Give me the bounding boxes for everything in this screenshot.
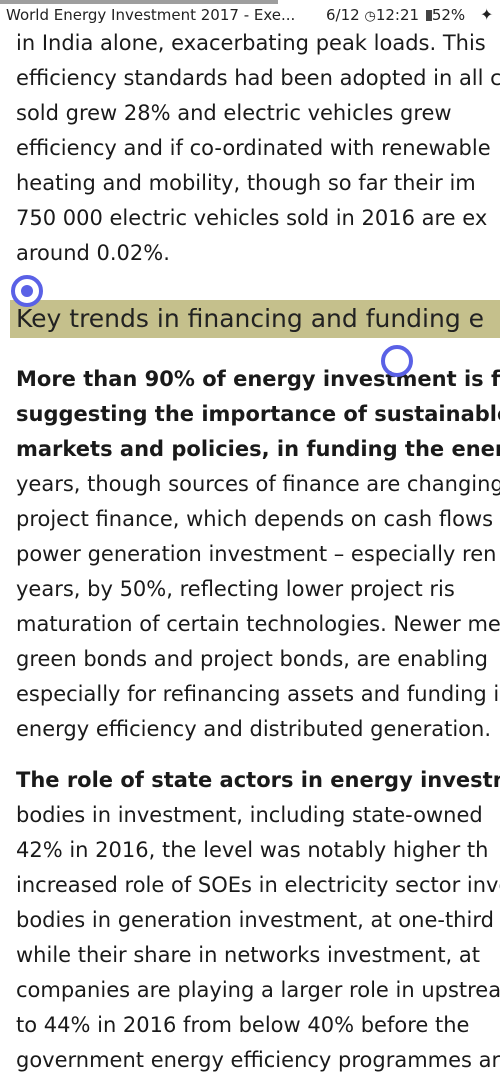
text-line: years, by 50%, reflecting lower project … (16, 577, 455, 601)
text-line: years, though sources of finance are cha… (16, 472, 500, 496)
battery-icon (425, 10, 432, 21)
document-title[interactable]: World Energy Investment 2017 - Exe... (6, 6, 296, 24)
selection-start-handle[interactable] (11, 275, 43, 307)
text-line: bodies in investment, including state-ow… (16, 803, 483, 827)
status-info: 6/12 ◷12:21 52% (326, 6, 465, 24)
text-line: project finance, which depends on cash f… (16, 507, 494, 531)
text-line: power generation investment – especially… (16, 542, 497, 566)
text-line: green bonds and project bonds, are enabl… (16, 647, 488, 671)
text-line: government energy efficiency programmes … (16, 1048, 500, 1072)
text-line: sold grew 28% and electric vehicles grew (16, 101, 452, 125)
text-line: maturation of certain technologies. Newe… (16, 612, 500, 636)
bold-text-line: suggesting the importance of sustainable… (16, 402, 500, 426)
text-line: to 44% in 2016 from below 40% before the (16, 1013, 470, 1037)
text-line: efficiency and if co-ordinated with rene… (16, 136, 491, 160)
battery-level: 52% (431, 6, 466, 24)
clock-icon: ◷ (364, 9, 376, 24)
selection-end-handle[interactable] (381, 345, 413, 377)
status-bar: World Energy Investment 2017 - Exe... 6/… (0, 0, 500, 28)
text-line: companies are playing a larger role in u… (16, 978, 500, 1002)
text-line: energy efficiency and distributed genera… (16, 717, 492, 741)
text-line: 42% in 2016, the level was notably highe… (16, 838, 489, 862)
paragraph-2: More than 90% of energy investment is fi… (16, 362, 500, 747)
text-line: 750 000 electric vehicles sold in 2016 a… (16, 206, 488, 230)
text-line: heating and mobility, though so far thei… (16, 171, 476, 195)
paragraph-1: in India alone, exacerbating peak loads.… (16, 26, 500, 271)
text-line: around 0.02%. (16, 241, 170, 265)
text-line: bodies in generation investment, at one-… (16, 908, 494, 932)
pin-icon[interactable]: ✦ (480, 5, 494, 24)
selected-heading[interactable]: Key trends in financing and funding e (10, 300, 500, 338)
page-indicator: 6/12 (326, 6, 360, 24)
text-line: in India alone, exacerbating peak loads.… (16, 31, 486, 55)
text-line: efficiency standards had been adopted in… (16, 66, 500, 90)
bold-text-line: The role of state actors in energy inves… (16, 768, 500, 792)
text-line: increased role of SOEs in electricity se… (16, 873, 500, 897)
document-page[interactable]: in India alone, exacerbating peak loads.… (16, 26, 500, 271)
paragraph-3: The role of state actors in energy inves… (16, 763, 500, 1078)
text-line: especially for refinancing assets and fu… (16, 682, 500, 706)
bold-text-line: More than 90% of energy investment is fi… (16, 367, 500, 391)
reading-progress-bar (0, 0, 278, 4)
bold-text-line: markets and policies, in funding the ene… (16, 437, 500, 461)
time: 12:21 (375, 6, 420, 24)
text-line: while their share in networks investment… (16, 943, 480, 967)
